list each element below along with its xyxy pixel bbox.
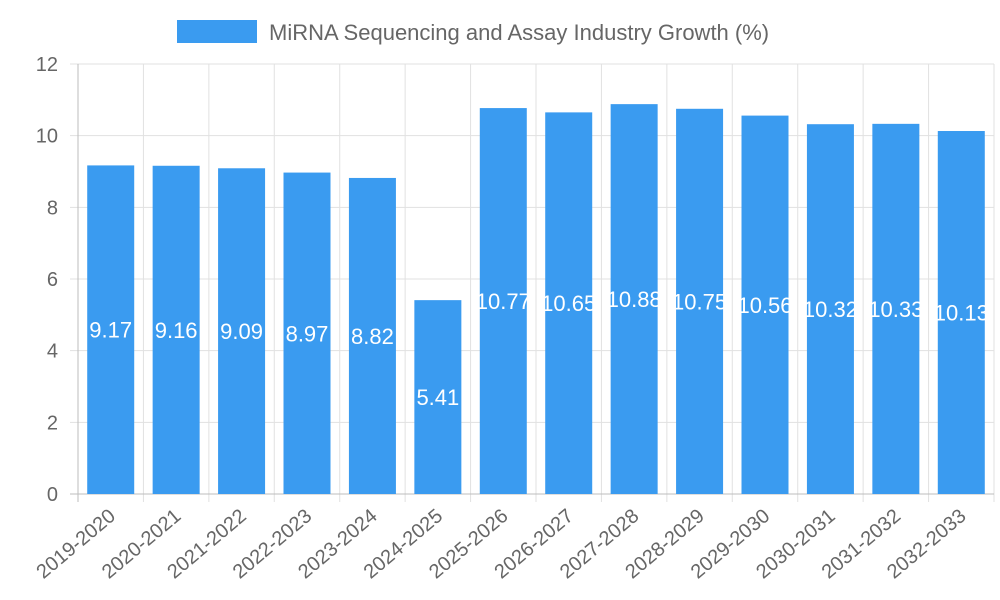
bar[interactable] — [152, 165, 200, 494]
bar[interactable] — [479, 108, 527, 494]
bar-value-label: 9.09 — [220, 319, 263, 344]
bar[interactable] — [676, 108, 724, 495]
bar-value-label: 10.65 — [541, 291, 596, 316]
legend: MiRNA Sequencing and Assay Industry Grow… — [177, 20, 769, 45]
grid — [70, 63, 995, 502]
bar-value-label: 10.33 — [868, 297, 923, 322]
bar[interactable] — [218, 168, 266, 494]
bar[interactable] — [87, 165, 135, 495]
bar[interactable] — [283, 172, 331, 494]
bar-value-label: 8.82 — [351, 324, 394, 349]
bar-value-label: 8.97 — [286, 321, 329, 346]
bar[interactable] — [872, 123, 920, 494]
bar-value-label: 9.17 — [89, 318, 132, 343]
y-tick-label: 4 — [47, 341, 58, 363]
bar-value-label: 5.41 — [416, 385, 459, 410]
y-axis: 0 2 4 6 8 10 12 — [36, 54, 58, 506]
bar-value-label: 9.16 — [155, 318, 198, 343]
bar[interactable] — [937, 131, 985, 494]
y-tick-label: 10 — [36, 126, 58, 148]
bar[interactable] — [545, 112, 593, 494]
y-tick-label: 0 — [47, 484, 58, 506]
value-labels: 9.17 9.16 9.09 8.97 8.82 5.41 10.77 10.65 10.88 1… — [89, 287, 989, 410]
legend-label: MiRNA Sequencing and Assay Industry Grow… — [269, 20, 769, 45]
bar-value-label: 10.13 — [934, 301, 989, 326]
y-tick-label: 2 — [47, 412, 58, 434]
y-tick-label: 6 — [47, 269, 58, 291]
bar[interactable] — [610, 104, 658, 494]
legend-swatch — [177, 20, 257, 43]
bar-value-label: 10.77 — [476, 289, 531, 314]
y-tick-label: 12 — [36, 54, 58, 76]
bar-value-label: 10.32 — [803, 297, 858, 322]
bar-value-label: 10.56 — [737, 293, 792, 318]
bar[interactable] — [348, 177, 396, 494]
bars — [87, 104, 985, 495]
x-axis: 2019-20202020-20212021-20222022-20232023… — [33, 505, 971, 583]
bar-value-label: 10.88 — [607, 287, 662, 312]
bar-value-label: 10.75 — [672, 289, 727, 314]
bar[interactable] — [741, 115, 789, 494]
bar[interactable] — [414, 300, 462, 494]
y-tick-label: 8 — [47, 197, 58, 219]
bar[interactable] — [806, 124, 854, 494]
